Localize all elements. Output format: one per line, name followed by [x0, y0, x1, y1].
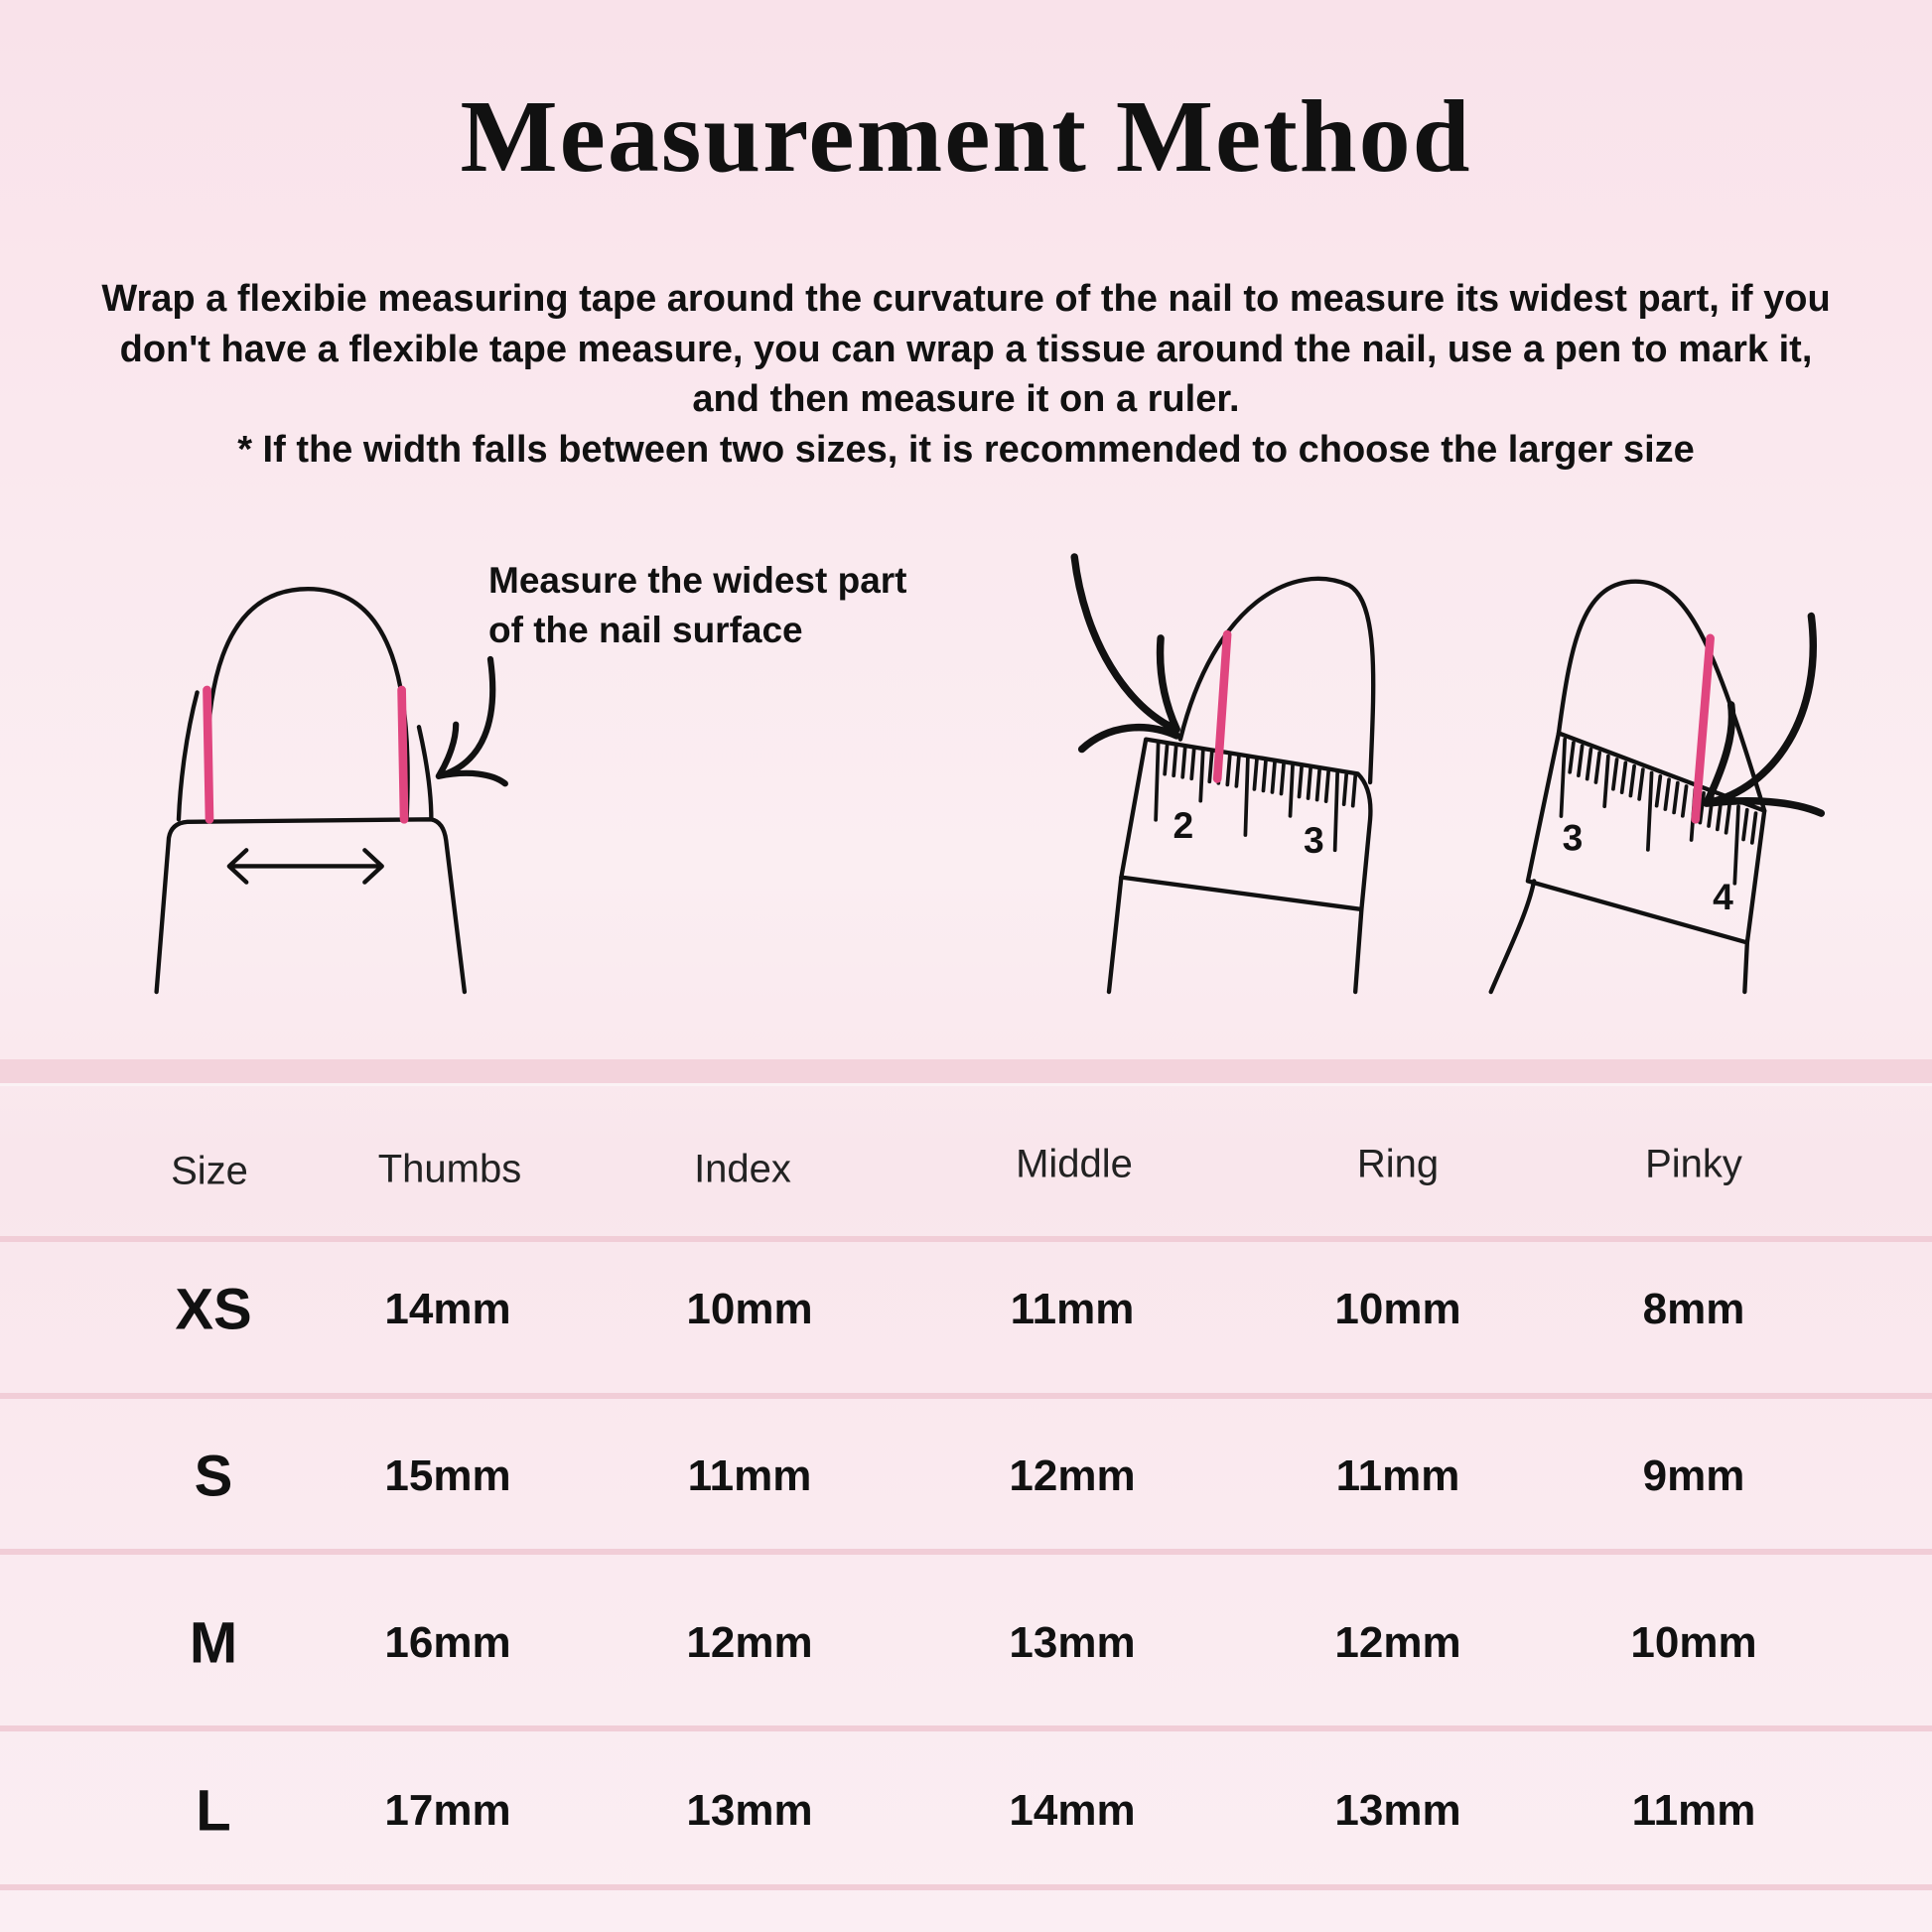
- size-value: 9mm: [1642, 1451, 1745, 1500]
- instruction-note: * If the width falls between two sizes, …: [237, 428, 1695, 471]
- curved-arrow-icon: [1070, 553, 1180, 754]
- ruler-tick: [1207, 750, 1214, 784]
- header-index: Index: [694, 1147, 791, 1191]
- header-middle: Middle: [1016, 1142, 1133, 1186]
- finger-front-illustration: [154, 587, 508, 995]
- size-value: 11mm: [1010, 1285, 1135, 1333]
- size-label: S: [194, 1444, 233, 1509]
- ruler-tick: [1672, 780, 1680, 815]
- size-value: 11mm: [1335, 1451, 1460, 1500]
- ruler-tick: [1619, 760, 1628, 794]
- ruler-tick: [1628, 763, 1636, 798]
- size-label: M: [189, 1610, 238, 1676]
- ruler-tick: [1341, 772, 1349, 806]
- ruler-tick: [1243, 756, 1250, 837]
- size-value: 13mm: [1334, 1786, 1461, 1835]
- row-divider: [0, 1236, 1932, 1242]
- size-value: 11mm: [687, 1451, 812, 1500]
- ruler-tick: [1724, 801, 1732, 835]
- ruler-number: 4: [1713, 876, 1733, 917]
- header-pinky: Pinky: [1645, 1142, 1742, 1186]
- ruler-tick: [1585, 747, 1593, 781]
- ruler-tick: [1350, 774, 1358, 808]
- ruler-tick: [1261, 759, 1268, 793]
- header-ring: Ring: [1356, 1142, 1440, 1186]
- section-divider: [0, 1059, 1932, 1086]
- ruler-number: 3: [1304, 819, 1324, 861]
- instruction-line: and then measure it on a ruler.: [692, 378, 1240, 420]
- ruler-tick: [1611, 758, 1619, 791]
- ruler-tick: [1577, 744, 1585, 778]
- ruler-tick: [1323, 769, 1330, 803]
- size-value: 8mm: [1642, 1285, 1745, 1333]
- double-arrow-icon: [226, 848, 384, 885]
- size-value: 13mm: [1009, 1618, 1136, 1667]
- size-value: 17mm: [384, 1786, 511, 1835]
- ruler-tick: [1593, 751, 1601, 784]
- label-line: Measure the widest part: [488, 560, 907, 601]
- row-divider: [0, 1393, 1932, 1399]
- size-value: 11mm: [1631, 1786, 1756, 1835]
- ruler-tick: [1732, 804, 1740, 886]
- curved-arrow-icon: [1703, 612, 1826, 817]
- size-value: 14mm: [384, 1285, 511, 1333]
- ruler-tick: [1180, 746, 1187, 779]
- size-value: 12mm: [1334, 1618, 1461, 1667]
- ruler-number: 2: [1173, 804, 1194, 846]
- size-label: L: [196, 1778, 231, 1844]
- ruler-tick: [1663, 777, 1671, 811]
- ruler-tick: [1279, 761, 1286, 796]
- illustration-label: Measure the widest part of the nail surf…: [488, 556, 907, 655]
- ruler-tick: [1568, 741, 1576, 774]
- instructions: Wrap a flexibie measuring tape around th…: [40, 274, 1892, 475]
- size-value: 15mm: [384, 1451, 511, 1500]
- size-value: 16mm: [384, 1618, 511, 1667]
- ruler-tick: [1234, 755, 1241, 788]
- ruler-tick: [1306, 766, 1312, 800]
- size-value: 10mm: [1334, 1285, 1461, 1333]
- ruler-tick: [1225, 753, 1232, 787]
- row-divider: [0, 1549, 1932, 1555]
- instruction-line: Wrap a flexibie measuring tape around th…: [101, 278, 1831, 320]
- ruler-tick: [1741, 807, 1749, 842]
- ruler-tick: [1198, 749, 1205, 803]
- ruler-tick: [1602, 754, 1610, 809]
- size-value: 13mm: [686, 1786, 813, 1835]
- row-divider: [0, 1884, 1932, 1890]
- ruler-tick: [1297, 764, 1304, 799]
- size-value: 14mm: [1009, 1786, 1136, 1835]
- ruler-tick: [1154, 741, 1161, 822]
- header-size: Size: [171, 1149, 248, 1193]
- instruction-line: don't have a flexible tape measure, you …: [119, 328, 1813, 370]
- ruler-tick: [1163, 743, 1170, 776]
- finger-ruler-illustration-2: 3 4: [1488, 579, 1826, 995]
- page-title: Measurement Method: [460, 79, 1472, 194]
- ruler-tick: [1252, 758, 1259, 791]
- ruler-tick: [1559, 737, 1568, 818]
- ruler-tick: [1332, 770, 1339, 853]
- ruler-tick: [1288, 763, 1295, 818]
- ruler-tick: [1654, 774, 1663, 808]
- header-thumbs: Thumbs: [377, 1147, 522, 1191]
- ruler-tick: [1646, 770, 1654, 852]
- size-value: 12mm: [1009, 1451, 1136, 1500]
- ruler-tick: [1189, 747, 1196, 781]
- row-divider: [0, 1725, 1932, 1731]
- ruler-number: 3: [1563, 816, 1584, 858]
- size-value: 10mm: [1630, 1618, 1757, 1667]
- ruler-tick: [1270, 760, 1277, 794]
- label-line: of the nail surface: [488, 610, 803, 650]
- ruler-tick: [1749, 811, 1758, 845]
- size-label: XS: [175, 1277, 252, 1342]
- size-value: 12mm: [686, 1618, 813, 1667]
- ruler-tick: [1637, 767, 1645, 801]
- curved-arrow-icon: [435, 655, 508, 787]
- finger-ruler-illustration-1: 2 3: [1070, 553, 1376, 995]
- ruler-tick: [1314, 767, 1321, 802]
- ruler-tick: [1680, 784, 1689, 818]
- size-value: 10mm: [686, 1285, 813, 1333]
- ruler-tick: [1698, 790, 1706, 825]
- ruler-tick: [1172, 744, 1178, 778]
